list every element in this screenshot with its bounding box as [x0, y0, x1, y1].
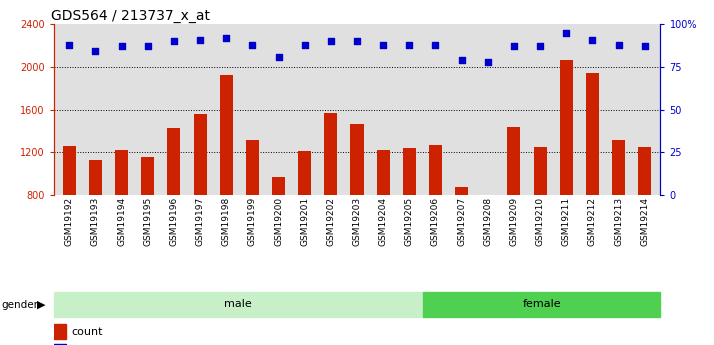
Point — [456, 57, 468, 63]
Text: GSM19197: GSM19197 — [196, 197, 204, 246]
Bar — [54, 324, 66, 339]
Bar — [403, 148, 416, 195]
Point — [169, 39, 180, 44]
Point — [142, 43, 154, 49]
Point — [246, 42, 258, 47]
Text: GSM19209: GSM19209 — [510, 197, 518, 246]
Text: GDS564 / 213737_x_at: GDS564 / 213737_x_at — [51, 9, 209, 23]
Bar — [54, 292, 423, 317]
Bar — [429, 145, 442, 195]
Text: GSM19201: GSM19201 — [300, 197, 309, 246]
Bar — [455, 187, 468, 195]
Point — [508, 43, 520, 49]
Point — [273, 54, 284, 59]
Bar — [324, 113, 338, 195]
Text: male: male — [224, 299, 252, 309]
Text: GSM19203: GSM19203 — [353, 197, 361, 246]
Bar — [272, 177, 285, 195]
Point — [534, 43, 545, 49]
Text: GSM19210: GSM19210 — [536, 197, 545, 246]
Text: GSM19211: GSM19211 — [562, 197, 570, 246]
Point — [194, 37, 206, 42]
Text: GSM19194: GSM19194 — [117, 197, 126, 246]
Text: GSM19212: GSM19212 — [588, 197, 597, 246]
Bar — [533, 147, 547, 195]
Text: GSM19202: GSM19202 — [326, 197, 336, 246]
Point — [299, 42, 311, 47]
Bar — [141, 157, 154, 195]
Text: GSM19213: GSM19213 — [614, 197, 623, 246]
Bar — [220, 76, 233, 195]
Point — [403, 42, 415, 47]
Text: GSM19204: GSM19204 — [378, 197, 388, 246]
Bar — [193, 114, 206, 195]
Point — [560, 30, 572, 36]
Text: GSM19192: GSM19192 — [65, 197, 74, 246]
Text: GSM19198: GSM19198 — [222, 197, 231, 246]
Bar — [612, 140, 625, 195]
Point — [587, 37, 598, 42]
Point — [221, 35, 232, 41]
Text: GSM19208: GSM19208 — [483, 197, 492, 246]
Text: count: count — [71, 327, 104, 337]
Text: GSM19196: GSM19196 — [169, 197, 178, 246]
Point — [613, 42, 624, 47]
Bar — [351, 125, 363, 195]
Bar — [586, 73, 599, 195]
Point — [378, 42, 389, 47]
Bar — [54, 344, 66, 345]
Point — [325, 39, 336, 44]
Text: GSM19193: GSM19193 — [91, 197, 100, 246]
Text: GSM19199: GSM19199 — [248, 197, 257, 246]
Text: GSM19200: GSM19200 — [274, 197, 283, 246]
Text: ▶: ▶ — [37, 300, 46, 309]
Point — [430, 42, 441, 47]
Point — [351, 39, 363, 44]
Bar — [115, 150, 128, 195]
Bar — [63, 146, 76, 195]
Point — [116, 43, 127, 49]
Text: female: female — [523, 299, 561, 309]
Bar — [423, 292, 660, 317]
Text: gender: gender — [1, 300, 39, 309]
Point — [482, 59, 493, 65]
Bar — [167, 128, 181, 195]
Text: GSM19207: GSM19207 — [457, 197, 466, 246]
Point — [639, 43, 650, 49]
Point — [64, 42, 75, 47]
Bar — [246, 140, 259, 195]
Point — [90, 49, 101, 54]
Bar — [508, 127, 521, 195]
Text: GSM19214: GSM19214 — [640, 197, 649, 246]
Bar — [638, 147, 651, 195]
Text: GSM19205: GSM19205 — [405, 197, 414, 246]
Text: GSM19195: GSM19195 — [144, 197, 152, 246]
Bar — [89, 160, 102, 195]
Bar — [560, 60, 573, 195]
Bar — [376, 150, 390, 195]
Text: GSM19206: GSM19206 — [431, 197, 440, 246]
Bar — [298, 151, 311, 195]
